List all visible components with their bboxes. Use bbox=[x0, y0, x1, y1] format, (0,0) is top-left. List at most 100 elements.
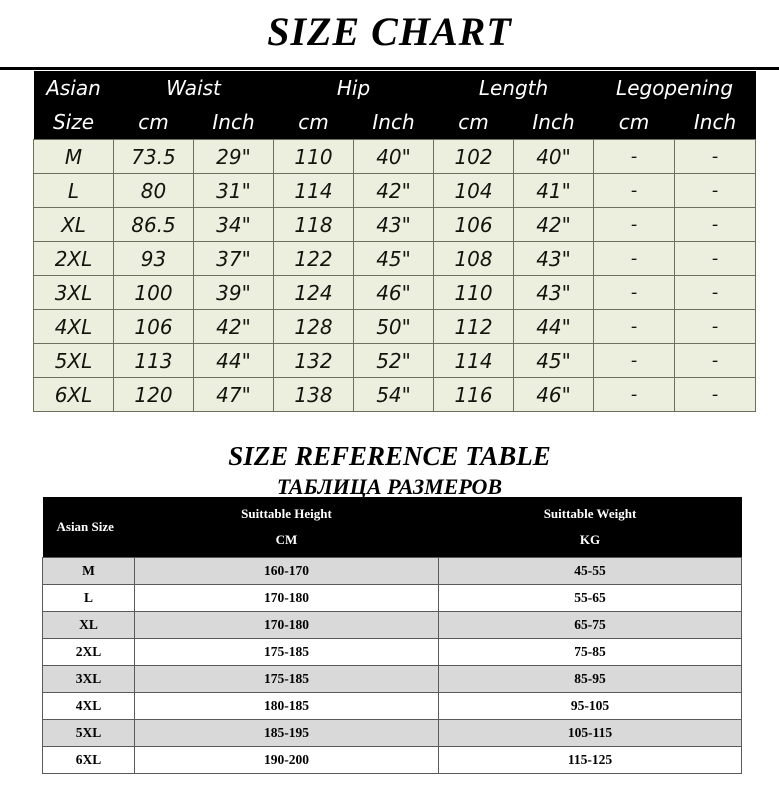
cell-length-inch: 43" bbox=[513, 241, 595, 276]
cell-size: 4XL bbox=[33, 309, 114, 344]
header-suittable-weight: Suittable Weight KG bbox=[438, 497, 742, 558]
cell-waist-inch: 44" bbox=[192, 343, 275, 378]
cell-weight: 75-85 bbox=[438, 638, 742, 666]
table-row: 4XL 106 42" 128 50" 112 44" - - bbox=[33, 309, 757, 344]
header-unit-length-cm: cm bbox=[433, 105, 514, 140]
cell-leg-inch: - bbox=[674, 173, 757, 208]
cell-waist-cm: 93 bbox=[113, 241, 194, 276]
size-chart-table: Asian Waist Hip Length Legopening Size c… bbox=[33, 71, 757, 412]
cell-waist-cm: 113 bbox=[113, 343, 194, 378]
size-chart-table-container: Asian Waist Hip Length Legopening Size c… bbox=[33, 71, 757, 412]
cell-leg-cm: - bbox=[593, 343, 676, 378]
cell-length-cm: 108 bbox=[433, 241, 515, 276]
cell-size: M bbox=[33, 139, 114, 174]
table-row: L 170-180 55-65 bbox=[42, 584, 742, 612]
cell-waist-inch: 39" bbox=[192, 275, 275, 310]
cell-leg-inch: - bbox=[674, 275, 757, 310]
table-row: 6XL 120 47" 138 54" 116 46" - - bbox=[33, 377, 757, 412]
cell-weight: 55-65 bbox=[438, 584, 742, 612]
header-unit-size: Size bbox=[33, 105, 114, 140]
cell-waist-cm: 106 bbox=[113, 309, 194, 344]
cell-leg-cm: - bbox=[593, 139, 676, 174]
cell-leg-cm: - bbox=[593, 275, 676, 310]
cell-waist-cm: 73.5 bbox=[113, 139, 194, 174]
cell-height: 175-185 bbox=[134, 665, 439, 693]
header-asian-size: Asian bbox=[33, 71, 114, 105]
header-unit-length-inch: Inch bbox=[513, 105, 594, 140]
cell-leg-inch: - bbox=[674, 207, 757, 242]
size-chart-header-row-units: Size cm Inch cm Inch cm Inch cm Inch bbox=[33, 105, 756, 140]
cell-weight: 45-55 bbox=[438, 557, 742, 585]
cell-hip-inch: 45" bbox=[353, 241, 435, 276]
cell-size: 4XL bbox=[42, 692, 135, 720]
header-unit-leg-cm: cm bbox=[593, 105, 675, 140]
cell-length-inch: 41" bbox=[513, 173, 595, 208]
table-row: 4XL 180-185 95-105 bbox=[42, 692, 742, 720]
header-waist: Waist bbox=[113, 71, 274, 105]
reference-table-header: Asian Size Suittable Height CM Suittable… bbox=[42, 497, 742, 558]
cell-hip-inch: 43" bbox=[353, 207, 435, 242]
cell-size: XL bbox=[33, 207, 114, 242]
cell-hip-inch: 50" bbox=[353, 309, 435, 344]
table-row: 3XL 175-185 85-95 bbox=[42, 665, 742, 693]
cell-weight: 95-105 bbox=[438, 692, 742, 720]
header-weight-unit: KG bbox=[579, 532, 601, 547]
cell-leg-inch: - bbox=[674, 139, 757, 174]
cell-length-inch: 46" bbox=[513, 377, 595, 412]
cell-hip-cm: 110 bbox=[273, 139, 355, 174]
cell-hip-inch: 54" bbox=[353, 377, 435, 412]
cell-size: 2XL bbox=[33, 241, 114, 276]
size-chart-header: Asian Waist Hip Length Legopening Size c… bbox=[33, 71, 756, 140]
cell-length-inch: 43" bbox=[513, 275, 595, 310]
cell-waist-cm: 100 bbox=[113, 275, 194, 310]
cell-leg-cm: - bbox=[593, 377, 676, 412]
cell-length-cm: 102 bbox=[433, 139, 515, 174]
cell-leg-inch: - bbox=[674, 241, 757, 276]
cell-length-cm: 112 bbox=[433, 309, 515, 344]
cell-hip-cm: 118 bbox=[273, 207, 355, 242]
header-suittable-weight-label: Suittable Weight bbox=[543, 506, 637, 521]
header-suittable-height-label: Suittable Height bbox=[241, 506, 332, 521]
cell-leg-inch: - bbox=[674, 309, 757, 344]
header-unit-leg-inch: Inch bbox=[674, 105, 756, 140]
cell-hip-inch: 46" bbox=[353, 275, 435, 310]
cell-waist-inch: 47" bbox=[192, 377, 275, 412]
header-unit-hip-inch: Inch bbox=[353, 105, 434, 140]
cell-hip-cm: 114 bbox=[273, 173, 355, 208]
cell-length-cm: 114 bbox=[433, 343, 515, 378]
cell-size: 6XL bbox=[33, 377, 114, 412]
table-row: 5XL 113 44" 132 52" 114 45" - - bbox=[33, 343, 757, 378]
header-asian-size: Asian Size bbox=[42, 497, 135, 558]
cell-waist-inch: 37" bbox=[192, 241, 275, 276]
header-hip: Hip bbox=[273, 71, 434, 105]
cell-length-cm: 106 bbox=[433, 207, 515, 242]
reference-table-title-russian: ТАБЛИЦА РАЗМЕРОВ bbox=[276, 474, 503, 499]
table-row: M 73.5 29" 110 40" 102 40" - - bbox=[33, 139, 757, 174]
table-row: M 160-170 45-55 bbox=[42, 557, 742, 585]
reference-table: Asian Size Suittable Height CM Suittable… bbox=[42, 497, 742, 774]
cell-leg-cm: - bbox=[593, 207, 676, 242]
cell-size: M bbox=[42, 557, 135, 585]
cell-waist-inch: 34" bbox=[192, 207, 275, 242]
cell-hip-cm: 124 bbox=[273, 275, 355, 310]
cell-length-inch: 44" bbox=[513, 309, 595, 344]
cell-leg-cm: - bbox=[593, 309, 676, 344]
cell-waist-inch: 29" bbox=[192, 139, 275, 174]
page-title: SIZE CHART bbox=[267, 9, 512, 54]
reference-table-body: M 160-170 45-55 L 170-180 55-65 XL 170-1… bbox=[42, 557, 742, 774]
cell-size: 3XL bbox=[42, 665, 135, 693]
cell-size: 6XL bbox=[42, 746, 135, 774]
cell-height: 180-185 bbox=[134, 692, 439, 720]
cell-length-cm: 116 bbox=[433, 377, 515, 412]
table-row: XL 170-180 65-75 bbox=[42, 611, 742, 639]
cell-leg-inch: - bbox=[674, 377, 757, 412]
cell-hip-cm: 128 bbox=[273, 309, 355, 344]
cell-length-cm: 104 bbox=[433, 173, 515, 208]
cell-weight: 65-75 bbox=[438, 611, 742, 639]
reference-table-header-row: Asian Size Suittable Height CM Suittable… bbox=[42, 497, 742, 558]
cell-height: 175-185 bbox=[134, 638, 439, 666]
cell-leg-cm: - bbox=[593, 241, 676, 276]
cell-length-inch: 45" bbox=[513, 343, 595, 378]
cell-height: 170-180 bbox=[134, 584, 439, 612]
cell-hip-inch: 52" bbox=[353, 343, 435, 378]
